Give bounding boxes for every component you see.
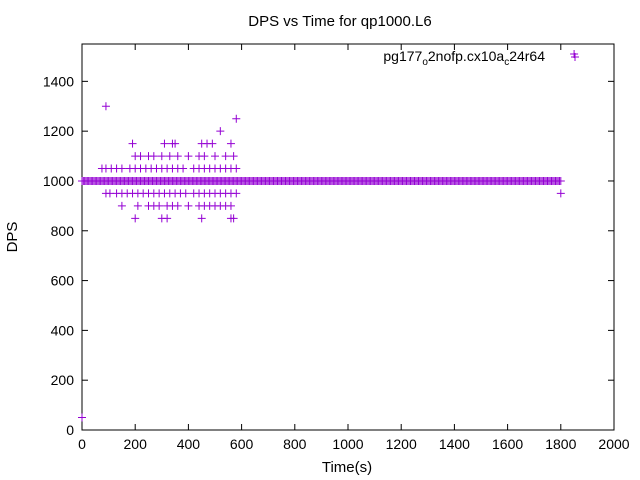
y-tick-label: 1000: [43, 173, 74, 189]
data-point: [229, 152, 238, 161]
legend-text-part: pg177: [383, 48, 422, 64]
data-point: [117, 164, 126, 173]
y-tick-label: 200: [51, 372, 75, 388]
y-tick-label: 400: [51, 322, 75, 338]
legend-entry-label: pg177o2nofp.cx10ac24r64: [383, 48, 545, 68]
data-point: [173, 201, 182, 210]
legend-subscript: o: [422, 57, 428, 68]
data-point: [556, 189, 565, 198]
data-point: [136, 152, 145, 161]
y-tick-label: 600: [51, 273, 75, 289]
data-point: [216, 127, 225, 136]
data-point: [232, 114, 241, 123]
data-point: [221, 152, 230, 161]
chart-title: DPS vs Time for qp1000.L6: [248, 13, 431, 30]
data-point: [226, 139, 235, 148]
data-point: [211, 152, 219, 161]
x-axis-label: Time(s): [322, 459, 372, 476]
x-tick-label: 800: [283, 436, 307, 452]
x-tick-label: 1000: [332, 436, 363, 452]
data-point: [184, 201, 193, 210]
x-tick-label: 2000: [598, 436, 629, 452]
data-point: [556, 176, 565, 185]
data-point: [165, 152, 174, 161]
x-tick-label: 1400: [439, 436, 470, 452]
x-tick-label: 0: [78, 436, 86, 452]
legend-subscript: c: [504, 57, 509, 68]
data-point: [171, 139, 180, 148]
data-point: [101, 102, 110, 111]
data-point: [200, 152, 209, 161]
data-point: [149, 152, 158, 161]
data-point: [232, 189, 241, 198]
legend-marker: [571, 53, 579, 61]
data-point: [197, 214, 206, 223]
data-point: [133, 201, 142, 210]
legend-marker-plus: [571, 53, 579, 61]
data-point: [155, 201, 164, 210]
x-tick-label: 1800: [545, 436, 576, 452]
legend: pg177o2nofp.cx10ac24r64: [383, 48, 579, 68]
data-point: [232, 164, 241, 173]
data-point: [78, 413, 86, 422]
x-tick-label: 400: [177, 436, 201, 452]
x-tick-label: 1200: [386, 436, 417, 452]
data-point: [131, 214, 140, 223]
data-point: [173, 152, 182, 161]
data-point: [128, 139, 137, 148]
y-tick-label: 1400: [43, 73, 74, 89]
plot-frame: [81, 43, 615, 431]
y-axis-label: DPS: [4, 222, 21, 253]
axis-ticks: 0 200 400 600 800 1000 1200 1400 1600 1800 2000 0 20…: [43, 44, 630, 452]
x-tick-label: 600: [230, 436, 254, 452]
data-point: [181, 189, 190, 198]
data-point: [160, 139, 169, 148]
legend-text-part: 24r64: [509, 48, 545, 64]
data-point: [117, 201, 126, 210]
data-point: [184, 152, 193, 161]
x-tick-label: 1600: [492, 436, 523, 452]
x-tick-label: 200: [124, 436, 148, 452]
data-points: [78, 49, 579, 422]
data-point: [163, 214, 172, 223]
y-tick-label: 0: [66, 422, 74, 438]
legend-text-part: 2nofp.cx10a: [428, 48, 504, 64]
data-point: [157, 152, 166, 161]
data-point: [179, 164, 188, 173]
data-point: [208, 139, 217, 148]
data-point: [226, 201, 235, 210]
y-tick-label: 800: [51, 223, 75, 239]
data-point: [229, 214, 238, 223]
y-tick-label: 1200: [43, 123, 74, 139]
